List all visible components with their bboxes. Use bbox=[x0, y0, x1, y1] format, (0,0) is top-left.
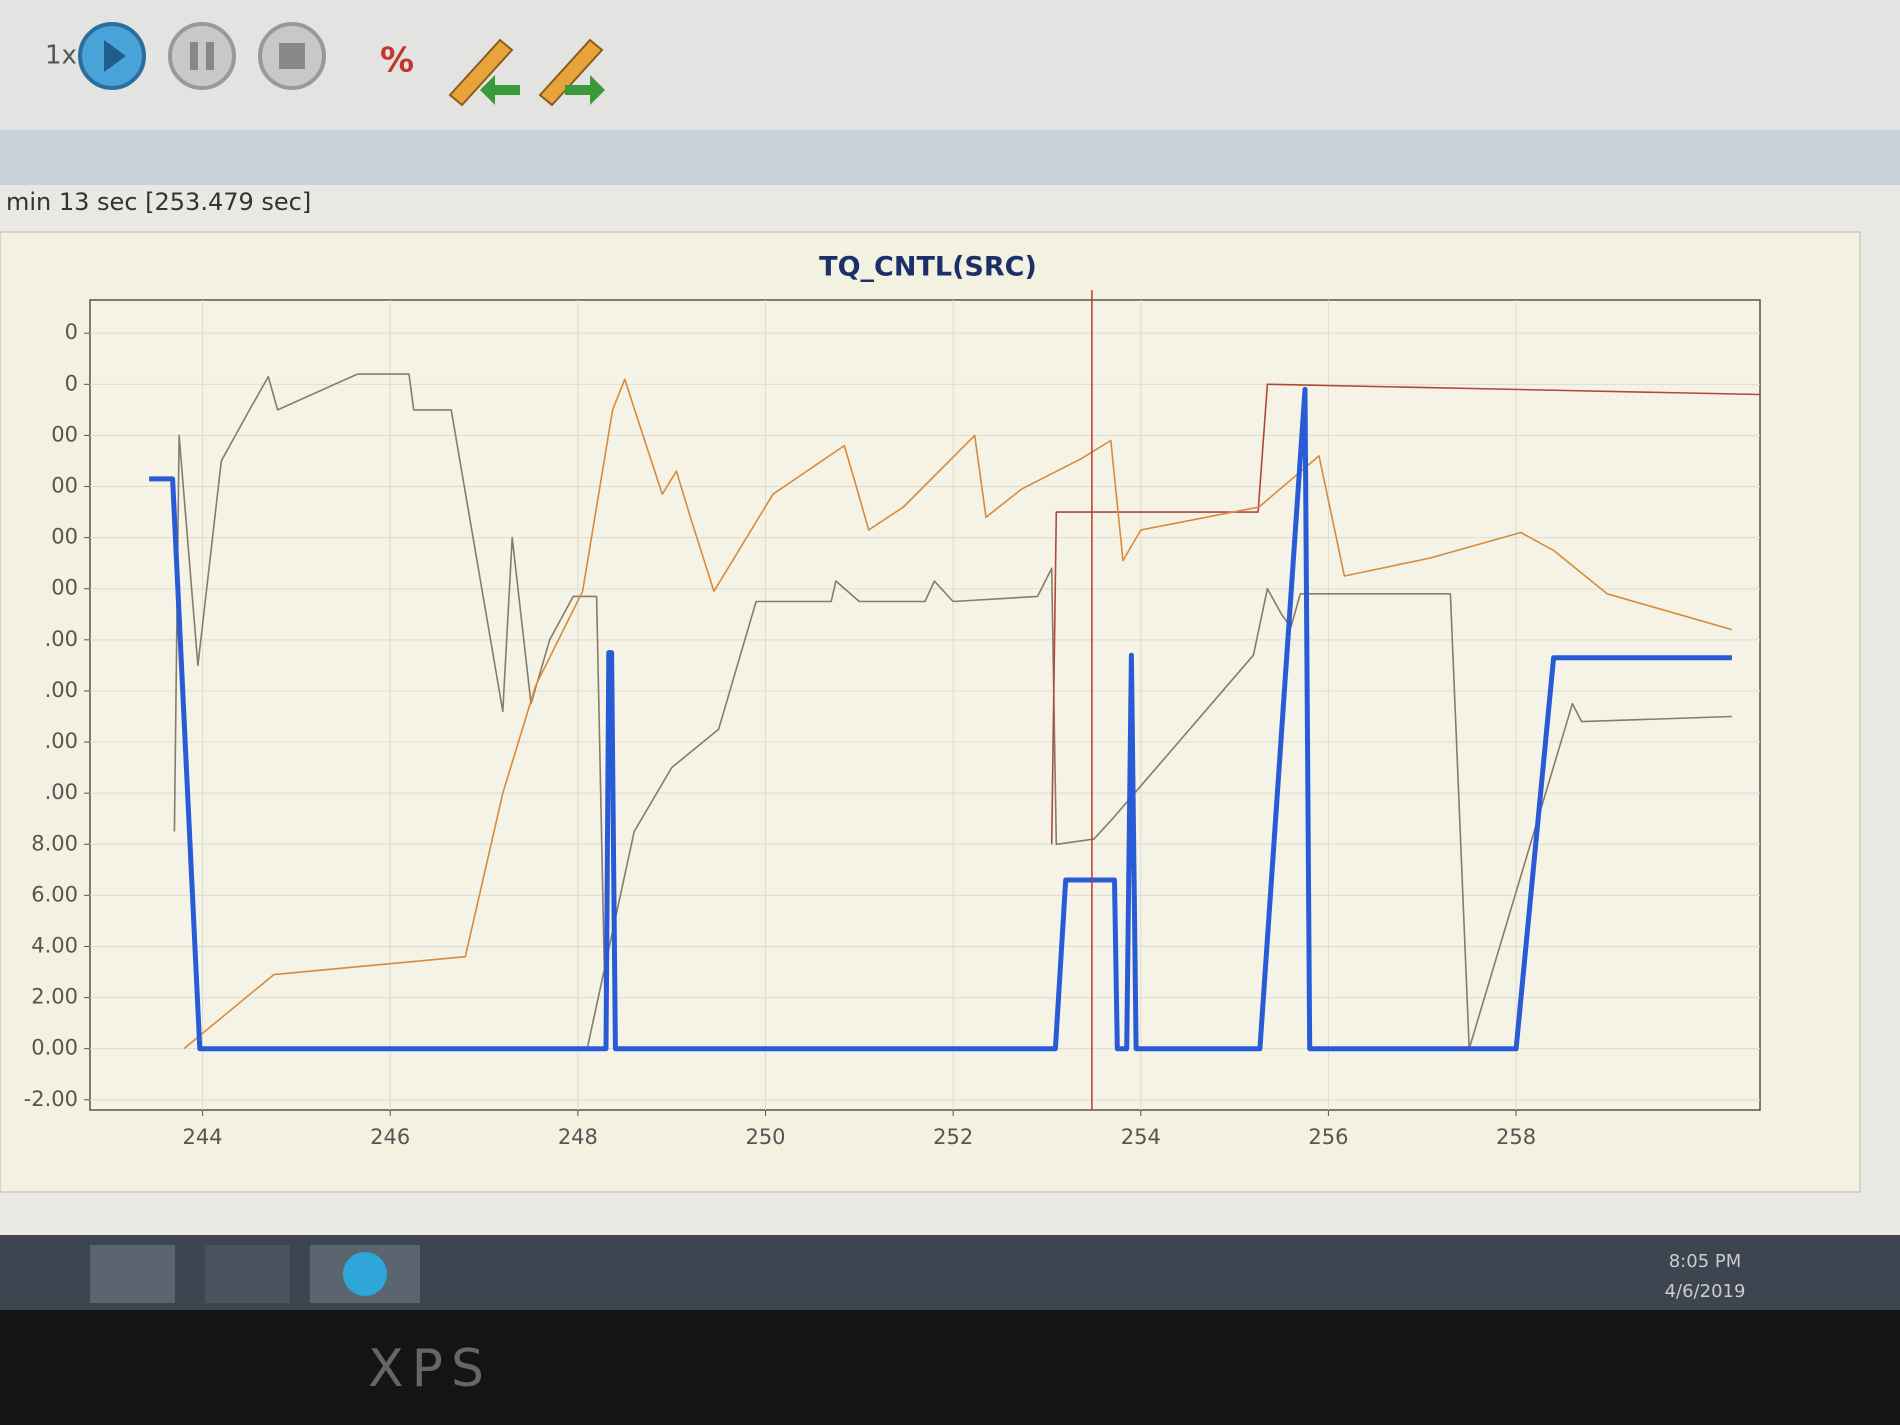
clock-date[interactable]: 4/6/2019 bbox=[1665, 1281, 1746, 1302]
y-tick-label: .00 bbox=[45, 729, 78, 753]
y-tick-label: 00 bbox=[51, 422, 78, 446]
y-tick-label: .00 bbox=[45, 678, 78, 702]
y-tick-label: 0 bbox=[65, 371, 78, 395]
series-line bbox=[183, 378, 1733, 1050]
y-tick-label: 4.00 bbox=[31, 933, 78, 957]
y-tick-label: 0.00 bbox=[31, 1036, 78, 1060]
panel-header bbox=[0, 130, 1900, 185]
y-tick-label: 2.00 bbox=[31, 985, 78, 1009]
bezel bbox=[0, 1310, 1900, 1425]
series-line bbox=[1050, 383, 1761, 845]
y-tick-label: 8.00 bbox=[31, 831, 78, 855]
stop-icon bbox=[279, 43, 305, 69]
pause-button[interactable] bbox=[168, 22, 236, 90]
y-tick-label: .00 bbox=[45, 780, 78, 804]
y-tick-label: .00 bbox=[45, 627, 78, 651]
clock-time[interactable]: 8:05 PM bbox=[1669, 1251, 1742, 1272]
x-tick-label: 256 bbox=[1308, 1125, 1348, 1149]
x-tick-label: 250 bbox=[745, 1125, 785, 1149]
x-tick-label: 254 bbox=[1121, 1125, 1161, 1149]
y-tick-label: -2.00 bbox=[24, 1087, 78, 1111]
bezel-logo: XPS bbox=[368, 1339, 492, 1399]
arrow-icon bbox=[480, 75, 520, 105]
x-tick-label: 246 bbox=[370, 1125, 410, 1149]
y-tick-label: 00 bbox=[51, 576, 78, 600]
y-tick-label: 0 bbox=[65, 320, 78, 344]
play-icon bbox=[104, 40, 126, 72]
y-tick-label: 00 bbox=[51, 525, 78, 549]
pause-icon bbox=[206, 42, 214, 70]
time-label: min 13 sec [253.479 sec] bbox=[6, 188, 311, 216]
series-line bbox=[149, 386, 1732, 1052]
pencil-right-button[interactable] bbox=[538, 38, 604, 107]
plot-area bbox=[89, 299, 1761, 1111]
skype-icon bbox=[343, 1252, 387, 1296]
x-tick-label: 248 bbox=[558, 1125, 598, 1149]
y-tick-label: 6.00 bbox=[31, 882, 78, 906]
y-tick-label: 00 bbox=[51, 474, 78, 498]
x-tick-label: 252 bbox=[933, 1125, 973, 1149]
percent-button[interactable]: % bbox=[380, 41, 414, 81]
speed-label[interactable]: 1x bbox=[45, 41, 77, 71]
x-tick-label: 244 bbox=[183, 1125, 223, 1149]
arrow-icon bbox=[565, 75, 605, 105]
pause-icon bbox=[190, 42, 198, 70]
x-tick-label: 258 bbox=[1496, 1125, 1536, 1149]
taskbar-app[interactable] bbox=[205, 1245, 290, 1303]
chart-title: TQ_CNTL(SRC) bbox=[819, 252, 1037, 283]
taskbar-app[interactable] bbox=[90, 1245, 175, 1303]
plot: -2.000.002.004.006.008.00.00.00.00.00000… bbox=[24, 290, 1761, 1149]
pencil-left-button[interactable] bbox=[448, 38, 514, 107]
